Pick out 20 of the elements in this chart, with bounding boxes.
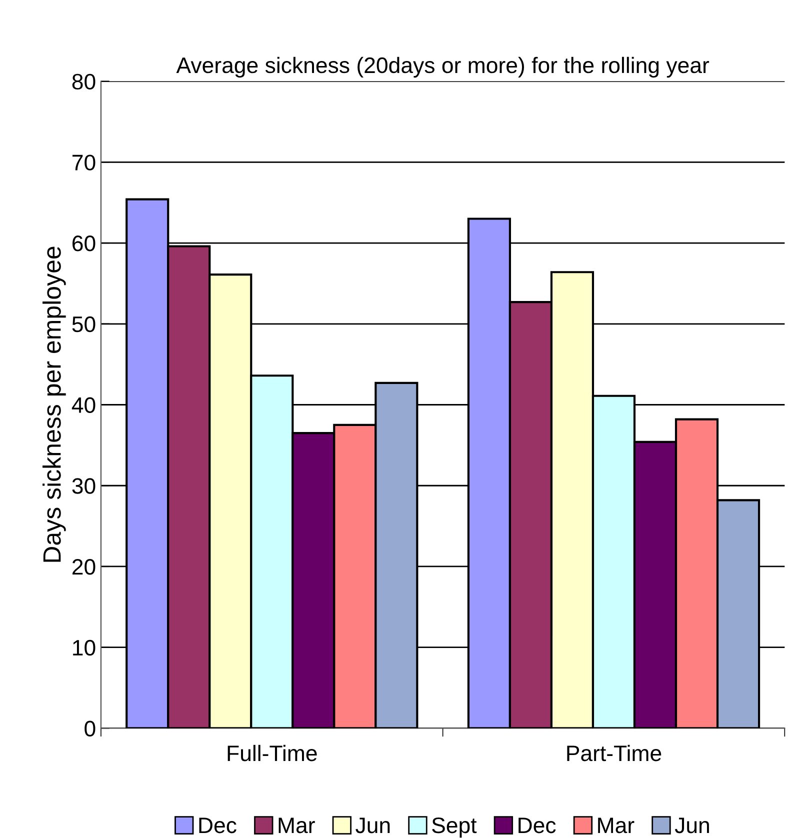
legend-label: Mar	[598, 818, 634, 834]
y-tick-label: 50	[72, 316, 96, 332]
y-tick-label: 10	[73, 640, 96, 656]
legend-label: Dec	[199, 818, 236, 834]
legend-label: Dec	[518, 818, 556, 834]
y-tick-label: 20	[72, 559, 96, 575]
y-tick-label: 40	[72, 397, 96, 414]
legend-label: Mar	[278, 818, 315, 834]
legend-label: Jun	[356, 818, 390, 834]
y-axis-title: Days sickness per employee	[42, 246, 66, 562]
y-tick-label: 30	[72, 478, 96, 494]
legend-label: Sept	[432, 817, 477, 838]
legend-label: Jun	[674, 818, 709, 834]
y-tick-label: 80	[72, 74, 96, 90]
y-tick-label: 70	[72, 154, 96, 170]
y-tick-label: 60	[72, 236, 96, 252]
x-tick-label: Full-Time	[228, 744, 317, 762]
x-tick-label: Part-Time	[567, 744, 662, 762]
chart-title: Average sickness (20days or more) for the rolling year	[176, 56, 710, 78]
y-tick-label: 0	[84, 720, 96, 736]
